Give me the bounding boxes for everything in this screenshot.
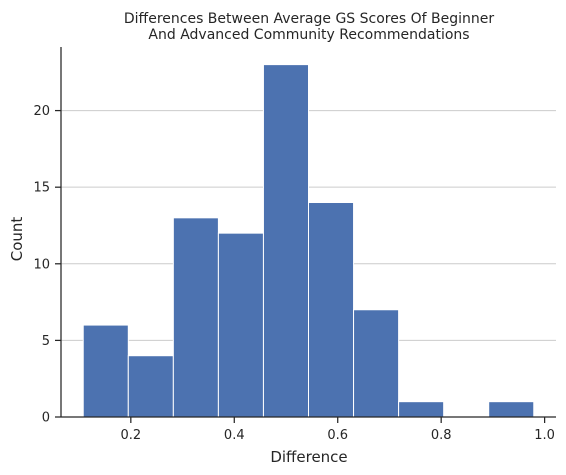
- histogram-bar: [262, 64, 309, 418]
- x-tick-label: 0.6: [327, 428, 348, 443]
- chart-title-line-2: And Advanced Community Recommendations: [148, 27, 469, 43]
- histogram-bar: [172, 217, 219, 418]
- histogram-bar: [217, 232, 264, 418]
- y-tick-label: 0: [42, 411, 50, 426]
- x-tick-label: 0.2: [120, 428, 141, 443]
- histogram-bar: [353, 309, 400, 418]
- x-tick-label: 0.8: [431, 428, 452, 443]
- histogram-bar: [127, 355, 174, 418]
- chart-title-line-1: Differences Between Average GS Scores Of…: [124, 11, 494, 27]
- histogram-bars: [82, 64, 535, 418]
- histogram-bar: [82, 324, 129, 418]
- x-tick-label: 1.0: [534, 428, 555, 443]
- chart-title: Differences Between Average GS Scores Of…: [124, 11, 494, 43]
- y-axis-label: Count: [8, 217, 26, 262]
- histogram-bar: [488, 401, 535, 418]
- histogram-bar: [308, 202, 355, 418]
- histogram-bar: [398, 401, 445, 418]
- y-tick-label: 20: [33, 104, 50, 119]
- x-axis-label: Difference: [270, 448, 347, 466]
- x-axis-ticks: 0.2 0.4 0.6 0.8 1.0: [120, 417, 555, 443]
- y-tick-label: 5: [42, 334, 50, 349]
- y-tick-label: 10: [33, 257, 50, 272]
- y-axis-ticks: 0 5 10 15 20: [33, 104, 61, 426]
- x-tick-label: 0.4: [224, 428, 245, 443]
- axes: [60, 47, 556, 418]
- y-tick-label: 15: [33, 181, 50, 196]
